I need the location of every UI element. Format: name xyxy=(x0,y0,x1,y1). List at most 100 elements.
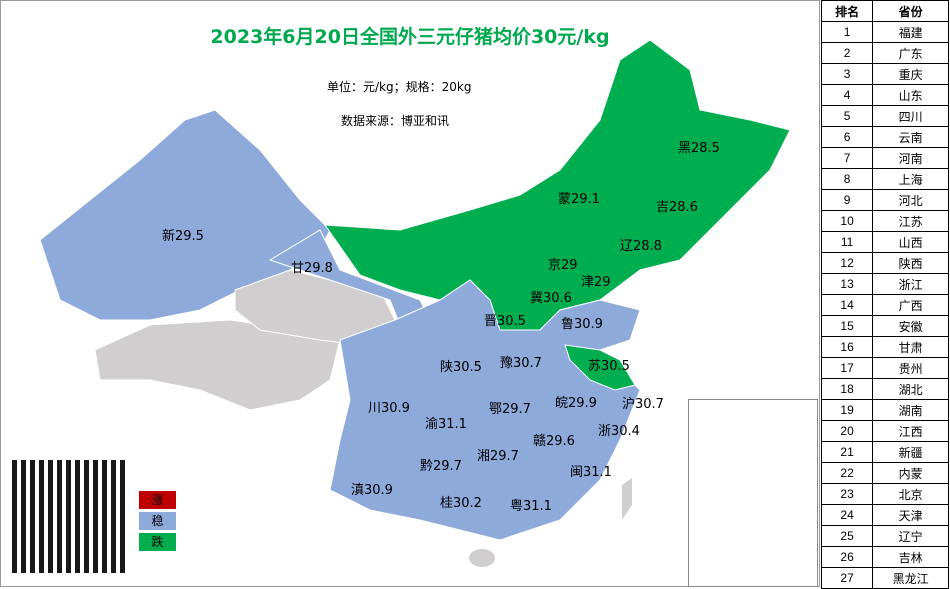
region-hainan xyxy=(469,549,495,567)
rank-cell: 21 xyxy=(820,441,874,463)
table-row: 20 江西 xyxy=(820,420,949,442)
province-cell: 内蒙 xyxy=(872,462,949,484)
table-row: 22 内蒙 xyxy=(820,462,949,484)
rank-cell: 10 xyxy=(820,210,874,232)
rank-cell: 16 xyxy=(820,336,874,358)
table-row: 24 天津 xyxy=(820,504,949,526)
table-row: 16 甘肃 xyxy=(820,336,949,358)
province-label: 渝31.1 xyxy=(425,417,467,432)
province-cell: 山东 xyxy=(872,84,949,106)
rank-cell: 15 xyxy=(820,315,874,337)
table-row: 15 安徽 xyxy=(820,315,949,337)
province-label: 湘29.7 xyxy=(477,449,519,464)
rank-cell: 27 xyxy=(820,567,874,589)
province-cell: 福建 xyxy=(872,21,949,43)
rank-cell: 18 xyxy=(820,378,874,400)
rank-cell: 7 xyxy=(820,147,874,169)
province-cell: 北京 xyxy=(872,483,949,505)
province-cell: 江西 xyxy=(872,420,949,442)
rank-cell: 20 xyxy=(820,420,874,442)
province-label: 冀30.6 xyxy=(530,291,572,306)
rank-cell: 22 xyxy=(820,462,874,484)
table-row: 2 广东 xyxy=(820,42,949,64)
province-label: 浙30.4 xyxy=(598,424,640,439)
table-row: 8 上海 xyxy=(820,168,949,190)
rank-cell: 17 xyxy=(820,357,874,379)
source-note: 数据来源：博亚和讯 xyxy=(341,114,450,128)
rank-cell: 6 xyxy=(820,126,874,148)
table-row: 17 贵州 xyxy=(820,357,949,379)
province-cell: 云南 xyxy=(872,126,949,148)
rank-cell: 13 xyxy=(820,273,874,295)
province-label: 吉28.6 xyxy=(656,200,698,215)
province-cell: 山西 xyxy=(872,231,949,253)
province-cell: 浙江 xyxy=(872,273,949,295)
table-row: 12 陕西 xyxy=(820,252,949,274)
south-china-sea-inset xyxy=(688,399,818,587)
table-row: 27 黑龙江 xyxy=(820,567,949,589)
table-row: 13 浙江 xyxy=(820,273,949,295)
province-label: 沪30.7 xyxy=(622,397,664,412)
map-title: 2023年6月20日全国外三元仔猪均价30元/kg xyxy=(210,26,610,48)
legend-down: 跌 xyxy=(139,533,176,551)
rank-cell: 24 xyxy=(820,504,874,526)
province-cell: 陕西 xyxy=(872,252,949,274)
legend-stable: 稳 xyxy=(139,512,176,530)
province-label: 鲁30.9 xyxy=(561,317,603,332)
province-label: 蒙29.1 xyxy=(558,192,600,207)
rank-cell: 19 xyxy=(820,399,874,421)
rank-cell: 14 xyxy=(820,294,874,316)
table-row: 26 吉林 xyxy=(820,546,949,568)
table-row: 1 福建 xyxy=(820,21,949,43)
table-row: 19 湖南 xyxy=(820,399,949,421)
china-map xyxy=(39,39,791,567)
province-label: 新29.5 xyxy=(162,229,204,244)
province-label: 赣29.6 xyxy=(533,434,575,449)
table-row: 10 江苏 xyxy=(820,210,949,232)
province-cell: 湖北 xyxy=(872,378,949,400)
province-label: 豫30.7 xyxy=(500,356,542,371)
province-cell: 江苏 xyxy=(872,210,949,232)
rank-cell: 1 xyxy=(820,21,874,43)
table-row: 4 山东 xyxy=(820,84,949,106)
province-label: 黔29.7 xyxy=(420,459,462,474)
province-label: 桂30.2 xyxy=(440,496,482,511)
province-label: 甘29.8 xyxy=(291,261,333,276)
province-label: 川30.9 xyxy=(368,401,410,416)
province-cell: 安徽 xyxy=(872,315,949,337)
table-row: 5 四川 xyxy=(820,105,949,127)
province-cell: 吉林 xyxy=(872,546,949,568)
province-label: 晋30.5 xyxy=(484,314,526,329)
province-cell: 湖南 xyxy=(872,399,949,421)
table-row: 11 山西 xyxy=(820,231,949,253)
province-cell: 天津 xyxy=(872,504,949,526)
table-row: 25 辽宁 xyxy=(820,525,949,547)
region-jiangsu xyxy=(564,344,636,391)
province-label: 陕30.5 xyxy=(440,360,482,375)
province-label: 闽31.1 xyxy=(570,465,612,480)
table-row: 21 新疆 xyxy=(820,441,949,463)
rank-cell: 4 xyxy=(820,84,874,106)
province-cell: 重庆 xyxy=(872,63,949,85)
province-cell: 黑龙江 xyxy=(872,567,949,589)
province-cell: 四川 xyxy=(872,105,949,127)
header-rank: 排名 xyxy=(820,0,874,22)
table-row: 18 湖北 xyxy=(820,378,949,400)
province-label: 津29 xyxy=(581,275,611,290)
table-row: 7 河南 xyxy=(820,147,949,169)
region-taiwan xyxy=(622,478,632,520)
rank-cell: 9 xyxy=(820,189,874,211)
province-label: 粤31.1 xyxy=(510,499,552,514)
province-label: 鄂29.7 xyxy=(489,402,531,417)
province-cell: 辽宁 xyxy=(872,525,949,547)
table-row: 23 北京 xyxy=(820,483,949,505)
province-cell: 甘肃 xyxy=(872,336,949,358)
province-label: 苏30.5 xyxy=(588,359,630,374)
province-label: 京29 xyxy=(548,258,578,273)
table-row: 3 重庆 xyxy=(820,63,949,85)
province-label: 滇30.9 xyxy=(351,483,393,498)
header-province: 省份 xyxy=(872,0,949,22)
qr-code xyxy=(12,460,125,573)
province-label: 辽28.8 xyxy=(620,239,662,254)
rank-cell: 3 xyxy=(820,63,874,85)
